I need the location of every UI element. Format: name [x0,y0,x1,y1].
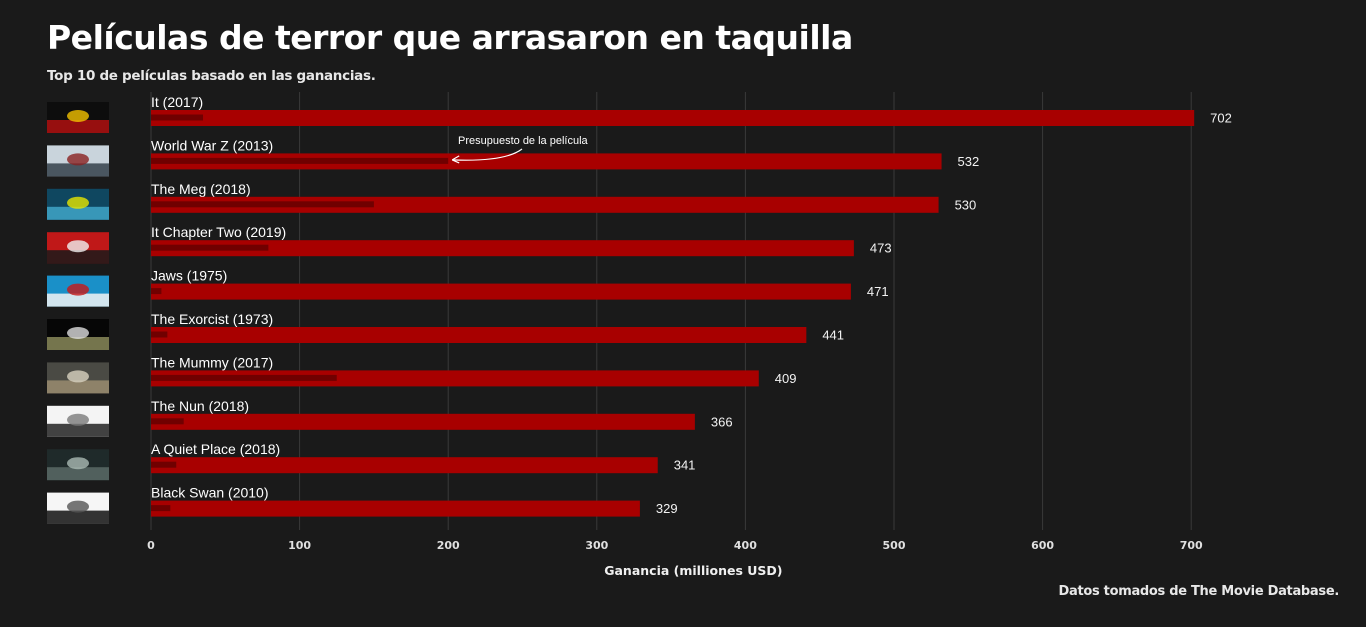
bar-row: The Meg (2018) 530 [151,181,976,213]
category-label: The Exorcist (1973) [151,311,273,327]
it-chapter-two-poster-icon [47,232,109,264]
revenue-bar [151,500,640,517]
bar-row: It Chapter Two (2019) 473 [151,224,892,257]
revenue-bar [151,110,1195,126]
value-label: 702 [1210,111,1232,126]
budget-bar [151,288,162,295]
value-label: 532 [958,154,980,169]
budget-bar [151,114,204,121]
source-caption: Datos tomados de The Movie Database. [1058,584,1339,599]
x-axis-label: Ganancia (milliones USD) [604,563,782,578]
budget-bar [151,374,337,381]
category-label: The Mummy (2017) [151,354,273,370]
value-label: 530 [955,197,977,212]
annotation-arrow [452,148,523,161]
x-tick-label: 0 [147,539,155,552]
budget-annotation: Presupuesto de la película [451,135,589,164]
x-tick-label: 300 [585,539,608,552]
chart-title: Películas de terror que arrasaron en taq… [47,18,853,57]
category-label: It (2017) [151,94,203,110]
it-2017-poster-icon [47,102,109,133]
jaws-poster-icon [47,275,109,307]
budget-bar [151,157,449,164]
bars: It (2017) 702 World War Z (2013) 532 The Meg… [151,94,1232,517]
value-label: 341 [674,458,696,473]
value-label: 471 [867,284,889,299]
value-label: 329 [656,501,678,516]
category-label: World War Z (2013) [151,137,273,153]
category-label: The Meg (2018) [151,181,251,197]
revenue-bar [151,153,942,170]
value-label: 409 [775,371,797,386]
chart-subtitle: Top 10 de películas basado en las gananc… [47,68,376,84]
revenue-bar [151,457,658,474]
revenue-bar [151,327,807,343]
budget-bar [151,201,374,208]
bar-row: Jaws (1975) 471 [151,268,889,300]
poster-column [47,102,109,524]
x-tick-label: 700 [1180,539,1203,552]
x-tick-label: 400 [734,539,757,552]
bar-row: It (2017) 702 [151,94,1232,126]
the-meg-poster-icon [47,188,109,220]
value-label: 473 [870,241,892,256]
revenue-bar [151,196,939,213]
category-label: The Nun (2018) [151,398,249,414]
budget-bar [151,505,171,512]
revenue-bar [151,240,854,257]
revenue-bar [151,283,851,300]
black-swan-poster-icon [47,492,109,524]
bar-row: The Nun (2018) 366 [151,398,733,430]
value-label: 366 [711,414,733,429]
budget-bar [151,331,168,338]
revenue-bar [151,413,695,430]
annotation-text: Presupuesto de la película [458,135,589,147]
bar-row: World War Z (2013) 532 [151,137,980,170]
budget-bar [151,418,184,425]
revenue-bar [151,370,759,387]
x-axis: 0 100 200 300 400 500 600 700 [147,539,1203,552]
bar-row: Black Swan (2010) 329 [151,485,678,517]
budget-bar [151,244,269,251]
x-tick-label: 600 [1031,539,1054,552]
category-label: A Quiet Place (2018) [151,441,280,457]
the-nun-poster-icon [47,405,109,437]
category-label: Black Swan (2010) [151,485,269,501]
the-exorcist-poster-icon [47,319,109,350]
value-label: 441 [822,328,844,343]
x-tick-label: 100 [288,539,311,552]
budget-bar [151,461,177,468]
annotation-arrowhead [451,155,460,164]
the-mummy-poster-icon [47,362,109,394]
x-tick-label: 500 [883,539,906,552]
a-quiet-place-poster-icon [47,449,109,481]
world-war-z-poster-icon [47,145,109,177]
bar-row: A Quiet Place (2018) 341 [151,441,696,474]
category-label: It Chapter Two (2019) [151,224,286,240]
bar-row: The Mummy (2017) 409 [151,354,797,387]
category-label: Jaws (1975) [151,268,227,284]
x-tick-label: 200 [437,539,460,552]
bar-row: The Exorcist (1973) 441 [151,311,844,343]
